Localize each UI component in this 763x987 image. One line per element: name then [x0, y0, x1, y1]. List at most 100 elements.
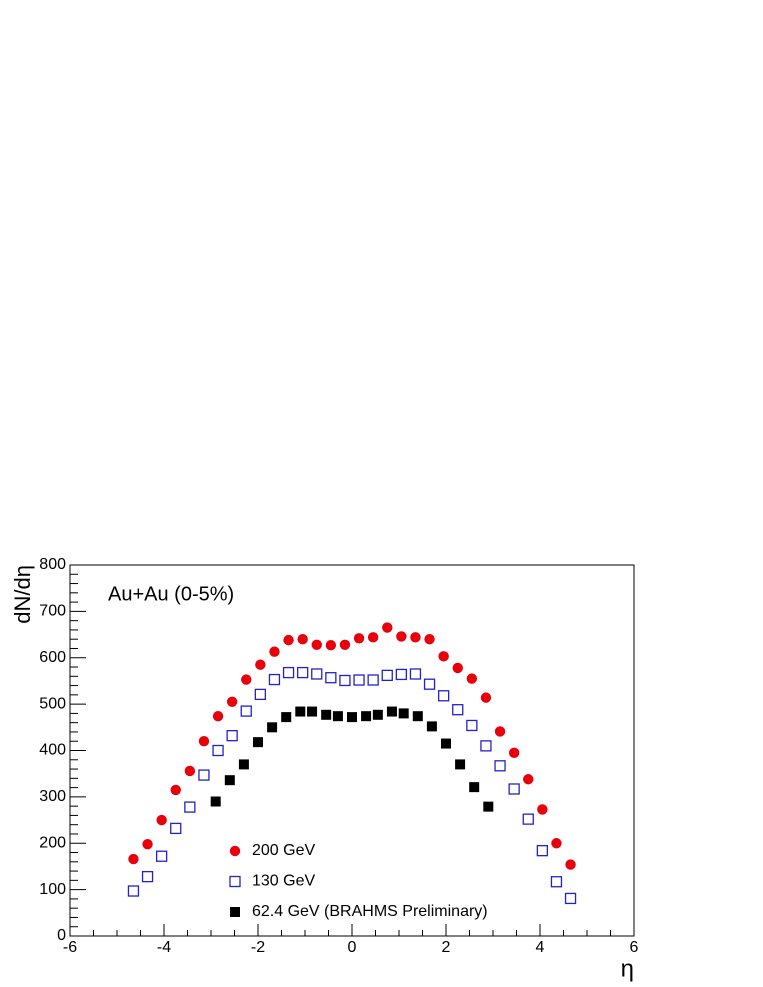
data-point [184, 801, 196, 813]
data-point [282, 666, 295, 679]
data-point [452, 662, 463, 674]
legend-label: 130 GeV [252, 873, 315, 890]
data-point [382, 622, 393, 633]
data-point [353, 633, 365, 644]
data-point [424, 634, 435, 645]
data-point [297, 634, 308, 645]
data-point [386, 706, 397, 717]
data-point [537, 804, 548, 815]
data-point [522, 813, 534, 825]
data-point [438, 651, 449, 662]
data-point [367, 674, 379, 686]
data-point [523, 774, 534, 785]
data-point [452, 704, 464, 716]
data-point [255, 659, 266, 670]
data-point [398, 708, 409, 719]
data-point [381, 669, 393, 682]
data-point [311, 668, 323, 680]
data-point [142, 838, 153, 850]
data-point [155, 850, 168, 862]
data-point [480, 692, 492, 703]
data-point [170, 822, 182, 835]
data-point [339, 639, 351, 650]
data-point [325, 672, 337, 684]
data-point [395, 668, 408, 681]
data-point [210, 796, 221, 807]
y-tick-label: 100 [39, 881, 66, 898]
y-tick-label: 200 [39, 834, 66, 851]
data-point [469, 782, 480, 793]
data-point [361, 711, 372, 722]
data-point [494, 726, 506, 737]
y-tick-label: 400 [39, 742, 66, 759]
data-point [412, 711, 423, 722]
data-point [281, 712, 292, 723]
data-point [494, 760, 506, 772]
data-point [325, 640, 337, 651]
x-tick-label: -4 [157, 939, 171, 956]
data-point [508, 783, 520, 795]
data-point [170, 784, 181, 796]
data-point [564, 892, 577, 905]
data-point [466, 673, 478, 684]
data-point [283, 634, 294, 646]
data-point [455, 759, 466, 770]
data-point [480, 740, 492, 752]
plot-frame [69, 564, 635, 937]
data-point [321, 709, 332, 720]
data-point [198, 736, 210, 747]
data-point [156, 814, 167, 826]
data-point [128, 853, 139, 865]
data-point [339, 674, 351, 687]
data-point [347, 712, 357, 723]
data-point [127, 885, 140, 897]
data-point [466, 719, 478, 732]
legend-marker [230, 907, 240, 917]
data-point [441, 738, 451, 749]
data-point [241, 674, 252, 685]
data-point [367, 632, 379, 643]
data-point [483, 801, 494, 812]
data-point [267, 722, 278, 733]
x-tick-label: 6 [630, 939, 639, 956]
data-point [141, 870, 154, 883]
data-point [396, 631, 407, 642]
data-point [212, 710, 224, 722]
data-point [269, 646, 280, 657]
data-point [311, 639, 322, 650]
data-point [238, 759, 249, 770]
data-point [372, 709, 383, 720]
legend-label: 200 GeV [252, 842, 315, 859]
x-tick-label: 0 [348, 939, 357, 956]
y-tick-label: 800 [39, 556, 66, 573]
x-axis-label: η [621, 955, 634, 982]
data-point [198, 769, 210, 781]
data-point [268, 673, 281, 686]
data-point [212, 744, 224, 757]
y-tick-label: 0 [57, 927, 66, 944]
data-point [295, 706, 306, 717]
data-point [409, 668, 422, 680]
data-point [253, 737, 263, 748]
data-point [226, 730, 238, 742]
data-point [254, 688, 267, 701]
data-point [536, 845, 548, 857]
x-tick-label: 2 [442, 939, 451, 956]
data-point [508, 747, 520, 759]
data-point [550, 876, 563, 888]
data-point [565, 859, 576, 870]
y-tick-label: 600 [39, 649, 66, 666]
data-point [332, 711, 343, 722]
y-tick-label: 300 [39, 788, 66, 805]
data-point [551, 838, 562, 849]
legend-marker [229, 845, 241, 857]
annotation: Au+Au (0-5%) [108, 583, 234, 605]
data-point [184, 765, 196, 777]
data-point [410, 632, 421, 643]
data-point [437, 690, 450, 702]
x-tick-label: 4 [536, 939, 545, 956]
y-tick-label: 700 [39, 603, 66, 620]
data-point [226, 696, 238, 708]
data-point [423, 678, 436, 690]
